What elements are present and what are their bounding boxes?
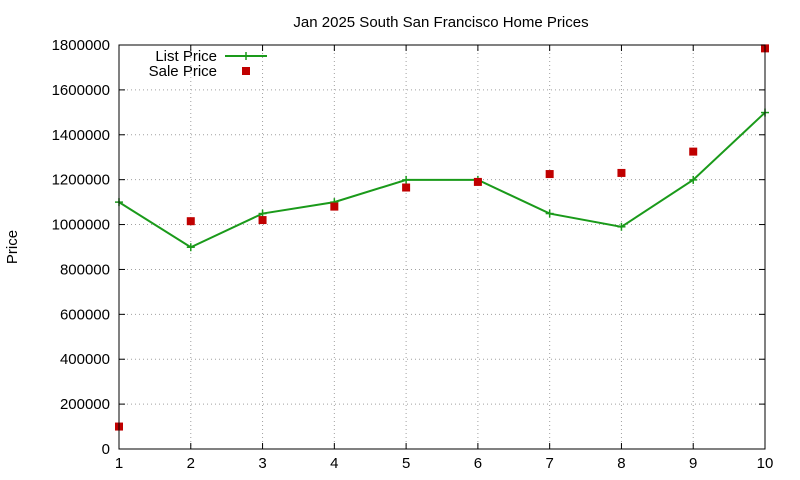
plot-frame [118,44,766,450]
y-tick-label: 800000 [60,261,110,278]
list-price-line [118,111,766,249]
sale-price-point [402,183,411,192]
x-tick-label: 4 [330,455,338,472]
axis-ticks: 0 200000 400000 600000 800000 1000000 1200000 1… [52,37,774,472]
x-tick-label: 1 [115,455,123,472]
y-tick-label: 1800000 [52,37,110,54]
x-tick-label: 7 [545,455,553,472]
x-tick-label: 9 [689,455,697,472]
y-tick-label: 400000 [60,351,110,368]
x-tick-label: 2 [187,455,195,472]
chart-title: Jan 2025 South San Francisco Home Prices [293,14,588,31]
sale-price-point [330,202,339,211]
list-price-point [617,222,626,231]
list-price-point [689,175,698,184]
y-tick-label: 1400000 [52,127,110,144]
legend-label-list-price: List Price [155,48,217,65]
y-tick-label: 1600000 [52,82,110,99]
x-tick-label: 5 [402,455,410,472]
y-tick-label: 0 [102,441,110,458]
legend-label-sale-price: Sale Price [149,63,217,80]
sale-price-point [689,147,698,156]
grid [119,45,765,449]
y-tick-label: 1200000 [52,172,110,189]
list-price-point [545,209,554,218]
sale-price-point [617,168,626,177]
legend-marker-list-price [242,52,250,60]
x-tick-label: 6 [474,455,482,472]
list-price-point [186,243,195,252]
sale-price-point [473,177,482,186]
sale-price-point [186,217,195,226]
y-tick-label: 600000 [60,306,110,323]
sale-price-point [258,216,267,225]
y-tick-label: 1000000 [52,217,110,234]
legend-marker-sale-price [242,67,250,75]
x-tick-label: 3 [258,455,266,472]
plot-area [115,44,769,431]
x-tick-label: 8 [617,455,625,472]
x-tick-label: 10 [757,455,774,472]
sale-price-point [545,170,554,179]
y-axis-label: Price [4,230,21,264]
list-price-point [402,175,411,184]
y-tick-label: 200000 [60,396,110,413]
